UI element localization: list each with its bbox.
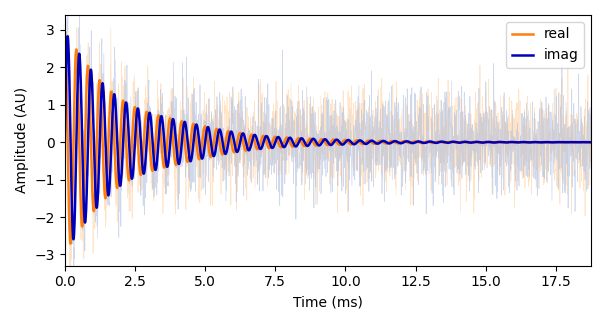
real bbox=[262, 140, 270, 144]
real bbox=[449, 140, 456, 144]
real bbox=[61, 30, 68, 34]
imag bbox=[334, 138, 341, 142]
Line: real: real bbox=[65, 32, 591, 244]
real bbox=[67, 242, 74, 246]
imag bbox=[263, 134, 270, 138]
imag bbox=[61, 140, 68, 144]
Legend: real, imag: real, imag bbox=[506, 22, 584, 68]
imag bbox=[325, 141, 332, 145]
Line: imag: imag bbox=[65, 36, 591, 239]
real bbox=[334, 141, 341, 145]
real bbox=[324, 143, 331, 147]
real bbox=[587, 140, 594, 144]
imag bbox=[70, 237, 77, 241]
imag bbox=[335, 139, 342, 143]
imag bbox=[449, 140, 456, 144]
imag bbox=[214, 135, 221, 139]
imag bbox=[64, 34, 72, 38]
X-axis label: Time (ms): Time (ms) bbox=[293, 295, 363, 309]
Y-axis label: Amplitude (AU): Amplitude (AU) bbox=[15, 87, 29, 193]
imag bbox=[587, 140, 594, 144]
real bbox=[213, 127, 221, 131]
real bbox=[335, 143, 342, 146]
